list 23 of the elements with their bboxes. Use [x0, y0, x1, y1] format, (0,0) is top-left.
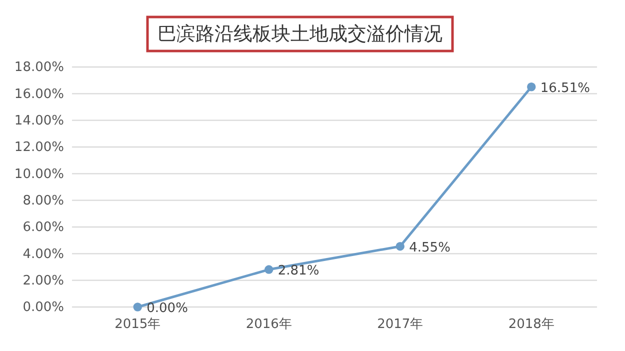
data-label: 0.00%	[146, 301, 188, 316]
y-tick-label: 14.00%	[14, 113, 64, 128]
y-tick-label: 4.00%	[22, 246, 64, 262]
y-tick-label: 10.00%	[14, 166, 64, 182]
point	[396, 242, 404, 251]
x-tick-label: 2018年	[508, 317, 554, 332]
point	[133, 302, 142, 312]
y-tick-label: 12.00%	[14, 140, 64, 156]
y-tick-label: 2.00%	[22, 273, 64, 288]
point	[527, 82, 536, 92]
data-label: 2.81%	[278, 264, 320, 279]
y-tick-label: 16.00%	[14, 86, 64, 102]
y-tick-label: 6.00%	[22, 220, 64, 236]
data-label: 4.55%	[409, 240, 450, 256]
data-label: 16.51%	[540, 80, 590, 96]
y-tick-label: 0.00%	[22, 300, 64, 316]
x-tick-label: 2016年	[246, 317, 292, 332]
y-tick-label: 8.00%	[22, 193, 64, 208]
y-tick-label: 18.00%	[14, 60, 64, 76]
x-tick-label: 2015年	[114, 317, 161, 332]
x-tick-label: 2017年	[377, 317, 424, 332]
chart-title: 巴滨路沿线板块土地成交溢价情况	[158, 23, 442, 45]
point	[264, 265, 274, 274]
